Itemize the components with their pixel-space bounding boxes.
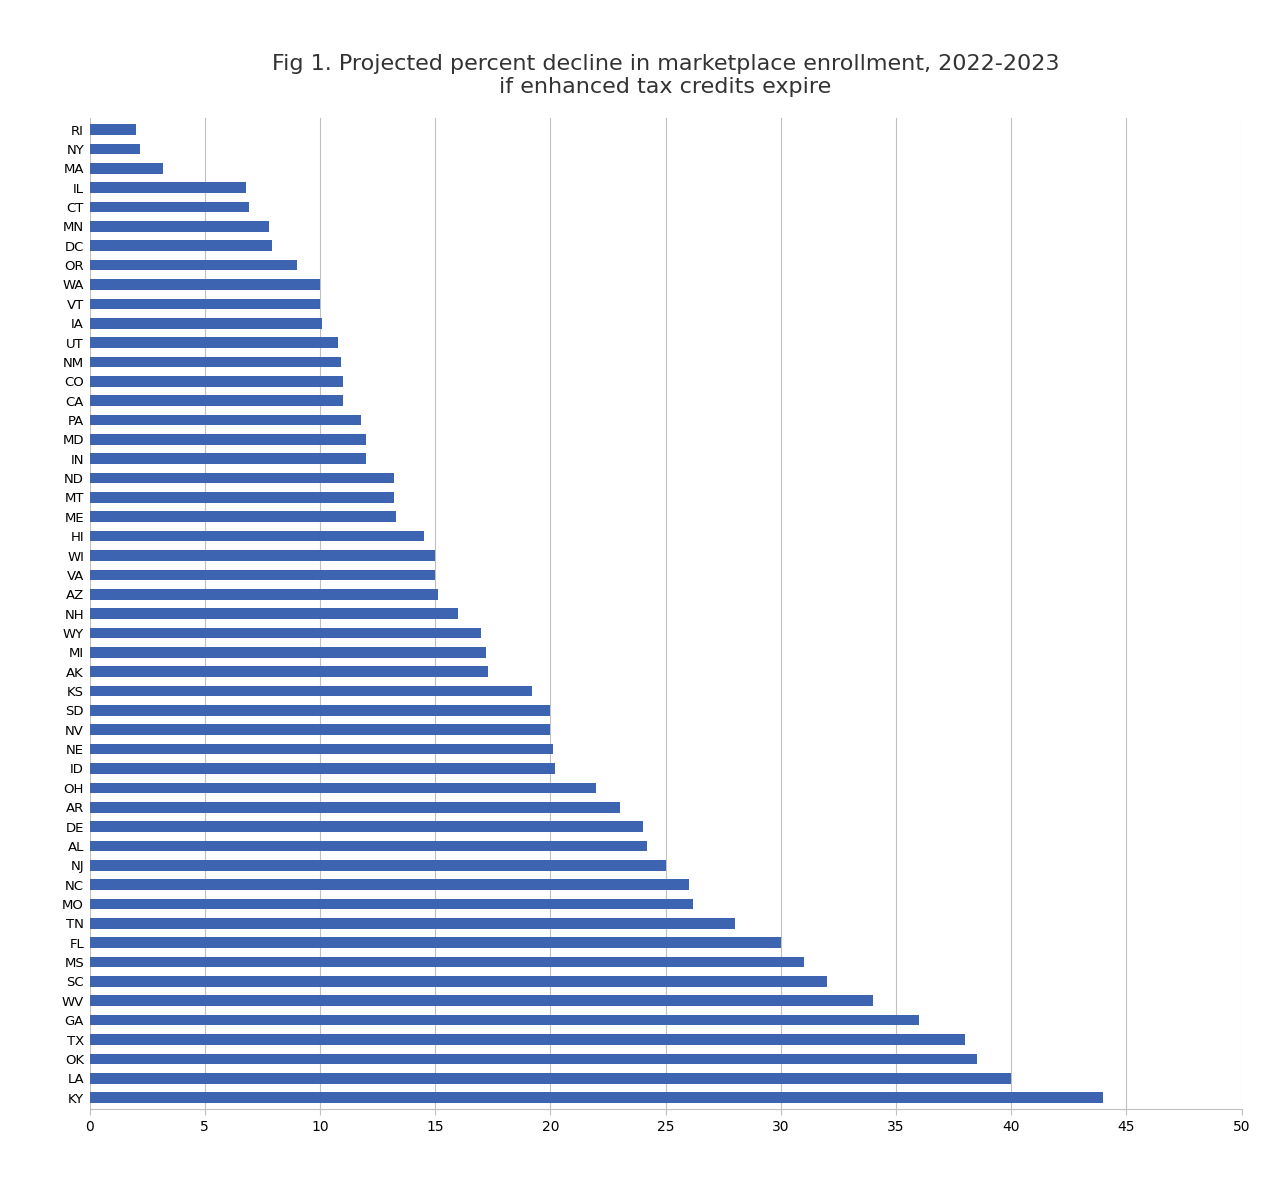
Bar bbox=[90, 782, 596, 793]
Bar bbox=[90, 918, 735, 929]
Bar bbox=[90, 414, 361, 425]
Bar bbox=[90, 434, 366, 445]
Bar bbox=[90, 1073, 1011, 1083]
Bar bbox=[90, 725, 550, 735]
Bar bbox=[90, 1054, 977, 1064]
Bar bbox=[90, 840, 648, 851]
Bar bbox=[90, 1093, 1103, 1103]
Bar bbox=[90, 163, 164, 173]
Bar bbox=[90, 376, 343, 387]
Bar bbox=[90, 957, 804, 968]
Bar bbox=[90, 667, 488, 677]
Title: Fig 1. Projected percent decline in marketplace enrollment, 2022-2023
if enhance: Fig 1. Projected percent decline in mark… bbox=[271, 54, 1060, 97]
Bar bbox=[90, 976, 827, 986]
Bar bbox=[90, 570, 435, 581]
Bar bbox=[90, 821, 643, 832]
Bar bbox=[90, 899, 694, 910]
Bar bbox=[90, 280, 320, 290]
Bar bbox=[90, 124, 136, 135]
Bar bbox=[90, 260, 297, 270]
Bar bbox=[90, 937, 781, 948]
Bar bbox=[90, 589, 438, 599]
Bar bbox=[90, 317, 323, 328]
Bar bbox=[90, 686, 532, 696]
Bar bbox=[90, 337, 338, 348]
Bar bbox=[90, 647, 486, 657]
Bar bbox=[90, 241, 271, 251]
Bar bbox=[90, 763, 556, 774]
Bar bbox=[90, 473, 394, 484]
Bar bbox=[90, 221, 269, 231]
Bar bbox=[90, 144, 141, 155]
Bar bbox=[90, 608, 458, 620]
Bar bbox=[90, 1034, 965, 1044]
Bar bbox=[90, 550, 435, 560]
Bar bbox=[90, 743, 553, 754]
Bar bbox=[90, 860, 666, 871]
Bar bbox=[90, 395, 343, 406]
Bar bbox=[90, 802, 620, 813]
Bar bbox=[90, 299, 320, 309]
Bar bbox=[90, 356, 340, 367]
Bar bbox=[90, 511, 396, 522]
Bar bbox=[90, 453, 366, 464]
Bar bbox=[90, 879, 689, 890]
Bar bbox=[90, 492, 394, 503]
Bar bbox=[90, 1015, 919, 1025]
Bar bbox=[90, 183, 246, 194]
Bar bbox=[90, 996, 873, 1007]
Bar bbox=[90, 202, 248, 212]
Bar bbox=[90, 628, 481, 638]
Bar bbox=[90, 531, 424, 542]
Bar bbox=[90, 706, 550, 716]
